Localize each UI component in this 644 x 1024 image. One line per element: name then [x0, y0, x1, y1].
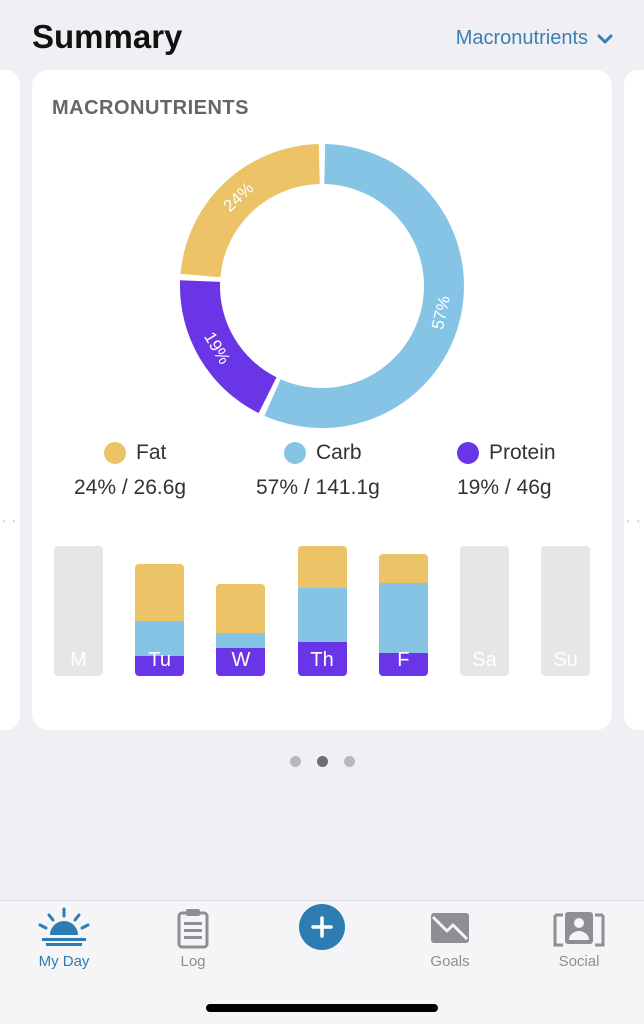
- tab-label: Log: [180, 953, 206, 970]
- tab-label: Social: [558, 953, 600, 970]
- day-bar-tu[interactable]: Tu: [135, 563, 185, 676]
- page-title: Summary: [32, 18, 183, 55]
- legend-value: 19% / 46g: [457, 476, 552, 499]
- page-indicator[interactable]: [0, 756, 644, 767]
- bar-segment-carb: [135, 621, 185, 656]
- day-label: Sa: [472, 649, 497, 671]
- day-label: Th: [310, 649, 334, 671]
- home-indicator: [206, 1004, 438, 1012]
- empty-bar: [541, 546, 591, 676]
- tab-label: My Day: [38, 953, 90, 970]
- donut-slice-carb: [264, 144, 464, 428]
- legend-label: Carb: [316, 441, 362, 464]
- protein-color-dot: [457, 442, 479, 464]
- empty-bar: [54, 546, 103, 676]
- day-label: Su: [553, 649, 578, 671]
- carb-color-dot: [284, 442, 306, 464]
- clipboard-icon: [177, 909, 209, 949]
- next-card-indicator: - -: [626, 516, 642, 527]
- bar-segment-fat: [378, 553, 428, 583]
- previous-card[interactable]: [0, 70, 20, 730]
- day-label: W: [231, 648, 251, 671]
- tab-goals[interactable]: Goals: [395, 907, 505, 970]
- header: Summary Macronutrients: [0, 0, 644, 72]
- add-button[interactable]: [299, 904, 345, 950]
- bar-segment-fat: [297, 546, 347, 589]
- legend-label: Fat: [136, 441, 167, 464]
- sunrise-icon: [38, 907, 90, 946]
- day-bar-f[interactable]: F: [378, 553, 428, 676]
- bar-segment-protein: [297, 641, 347, 676]
- page-dot[interactable]: [316, 756, 328, 767]
- plus-icon: [311, 916, 333, 938]
- day-bar-sa[interactable]: Sa: [460, 546, 509, 676]
- selector-label: Macronutrients: [455, 27, 588, 49]
- legend-item-fat: Fat 24% / 26.6g: [74, 438, 274, 500]
- tab-my-day[interactable]: My Day: [9, 907, 119, 970]
- bar-segment-protein: [135, 655, 185, 676]
- legend-value: 24% / 26.6g: [74, 476, 187, 499]
- legend-value: 57% / 141.1g: [256, 476, 380, 499]
- social-icon: [553, 912, 605, 947]
- tab-label: Goals: [430, 953, 470, 970]
- day-bar-m[interactable]: M: [54, 546, 103, 676]
- legend-item-carb: Carb 57% / 141.1g: [256, 438, 456, 500]
- chevron-down-icon: [597, 34, 613, 43]
- day-bar-th[interactable]: Th: [297, 546, 347, 676]
- bar-segment-carb: [216, 632, 266, 648]
- tab-bar: My Day Log Goals: [0, 900, 644, 1024]
- day-label: F: [397, 648, 410, 671]
- bar-segment-fat: [135, 563, 185, 622]
- bar-segment-carb: [297, 588, 347, 642]
- weekly-stacked-bar-chart: M Tu W Th F Sa Su: [32, 546, 612, 678]
- day-bar-su[interactable]: Su: [541, 546, 591, 676]
- legend-label: Protein: [489, 441, 556, 464]
- legend: Fat 24% / 26.6g Carb 57% / 141.1g Protei…: [32, 438, 612, 508]
- day-label: M: [70, 649, 87, 671]
- bar-segment-protein: [378, 653, 428, 676]
- macronutrients-card[interactable]: MACRONUTRIENTS 24% 57% 19% Fat 24% / 26.6g…: [32, 70, 612, 730]
- day-bar-w[interactable]: W: [216, 584, 266, 676]
- macronutrients-donut-chart: 24%57%19%: [180, 144, 464, 428]
- bar-segment-protein: [216, 647, 266, 676]
- empty-bar: [460, 546, 509, 676]
- tab-log[interactable]: Log: [138, 907, 248, 970]
- bar-segment-fat: [216, 584, 266, 633]
- previous-card-indicator: - -: [2, 516, 18, 527]
- donut-slice-fat: [180, 144, 320, 278]
- tab-social[interactable]: Social: [524, 907, 634, 970]
- bar-segment-carb: [378, 582, 428, 654]
- macronutrients-selector[interactable]: Macronutrients: [456, 27, 614, 50]
- page-dot[interactable]: [343, 756, 355, 767]
- goals-icon: [431, 913, 469, 943]
- day-label: Tu: [148, 648, 171, 671]
- next-card[interactable]: [624, 70, 644, 730]
- legend-item-protein: Protein 19% / 46g: [457, 438, 644, 500]
- card-title: MACRONUTRIENTS: [52, 97, 249, 119]
- fat-color-dot: [104, 442, 126, 464]
- donut-slice-protein: [180, 280, 277, 414]
- page-dot[interactable]: [289, 756, 301, 767]
